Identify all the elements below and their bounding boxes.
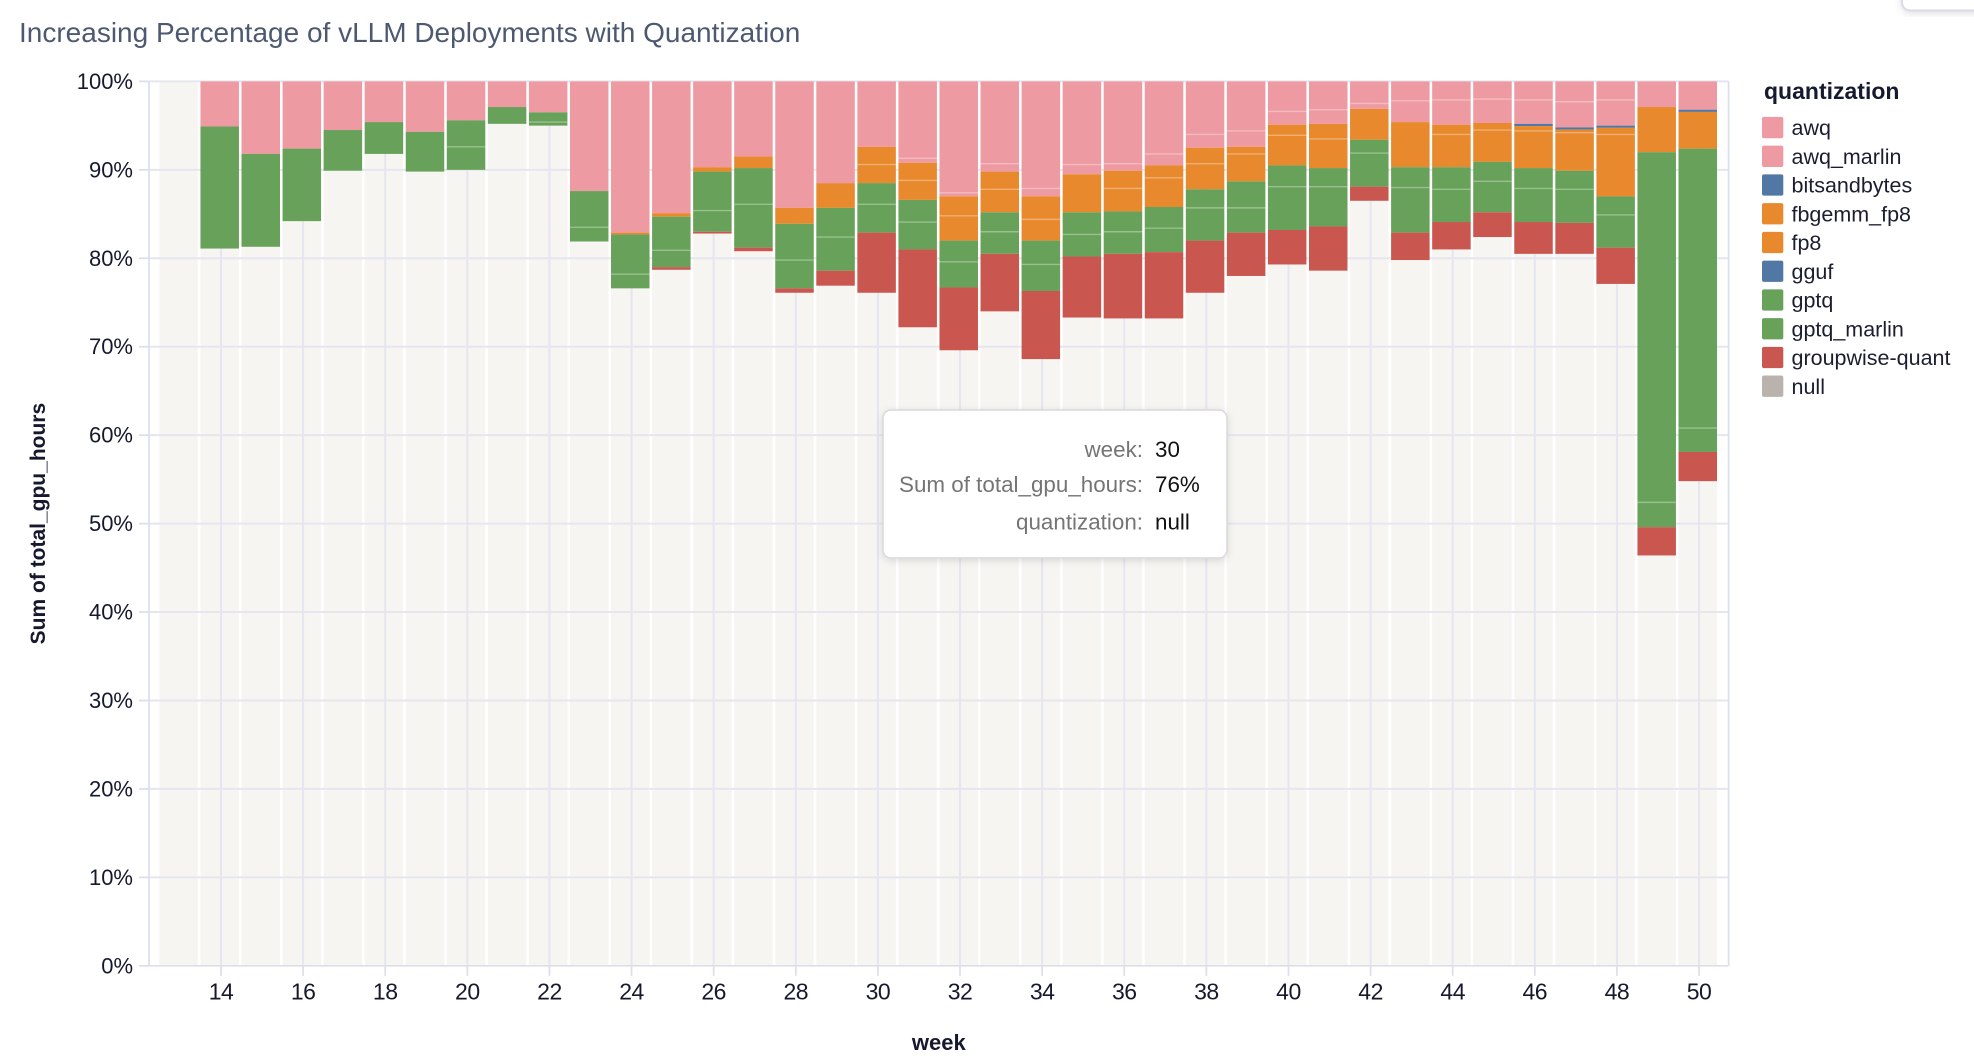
svg-text:46: 46 (1523, 979, 1548, 1005)
svg-text:24: 24 (619, 979, 644, 1005)
svg-text:Sum of total_gpu_hours:: Sum of total_gpu_hours: (899, 472, 1143, 497)
svg-text:76%: 76% (1155, 472, 1200, 497)
svg-text:30: 30 (866, 979, 891, 1005)
svg-text:48: 48 (1605, 979, 1630, 1005)
svg-text:fbgemm_fp8: fbgemm_fp8 (1792, 202, 1912, 226)
svg-text:90%: 90% (89, 157, 133, 182)
svg-text:20%: 20% (89, 776, 133, 801)
svg-text:30: 30 (1155, 437, 1180, 462)
svg-text:70%: 70% (89, 334, 133, 359)
svg-text:week: week (911, 1030, 967, 1055)
svg-text:null: null (1792, 375, 1825, 399)
svg-text:100%: 100% (77, 69, 133, 94)
svg-text:30%: 30% (89, 688, 133, 713)
svg-text:gguf: gguf (1792, 260, 1834, 284)
svg-text:16: 16 (291, 979, 316, 1005)
svg-text:quantization: quantization (1764, 78, 1899, 104)
svg-text:60%: 60% (89, 423, 133, 448)
svg-text:40: 40 (1276, 979, 1301, 1005)
svg-text:14: 14 (209, 979, 234, 1005)
svg-text:28: 28 (784, 979, 809, 1005)
svg-text:10%: 10% (89, 865, 133, 890)
svg-text:18: 18 (373, 979, 398, 1005)
svg-text:50%: 50% (89, 511, 133, 536)
svg-text:20: 20 (455, 979, 480, 1005)
svg-text:Increasing Percentage of vLLM: Increasing Percentage of vLLM Deployment… (19, 17, 800, 48)
svg-text:38: 38 (1194, 979, 1219, 1005)
svg-text:gptq: gptq (1792, 289, 1834, 313)
svg-text:bitsandbytes: bitsandbytes (1792, 174, 1913, 198)
svg-text:awq: awq (1792, 116, 1831, 140)
svg-text:44: 44 (1440, 979, 1465, 1005)
svg-text:34: 34 (1030, 979, 1055, 1005)
svg-text:50: 50 (1687, 979, 1712, 1005)
svg-text:gptq_marlin: gptq_marlin (1792, 317, 1904, 341)
svg-text:32: 32 (948, 979, 973, 1005)
svg-text:null: null (1155, 510, 1190, 535)
svg-text:quantization:: quantization: (1016, 510, 1143, 535)
svg-text:0%: 0% (101, 953, 133, 978)
svg-text:fp8: fp8 (1792, 231, 1822, 255)
svg-text:36: 36 (1112, 979, 1137, 1005)
svg-text:26: 26 (701, 979, 726, 1005)
svg-text:week:: week: (1084, 437, 1144, 462)
svg-text:22: 22 (537, 979, 562, 1005)
svg-text:80%: 80% (89, 246, 133, 271)
svg-text:42: 42 (1358, 979, 1383, 1005)
svg-text:Sum of total_gpu_hours: Sum of total_gpu_hours (27, 403, 50, 645)
svg-text:40%: 40% (89, 600, 133, 625)
svg-text:awq_marlin: awq_marlin (1792, 145, 1902, 169)
svg-text:groupwise-quant: groupwise-quant (1792, 346, 1951, 370)
